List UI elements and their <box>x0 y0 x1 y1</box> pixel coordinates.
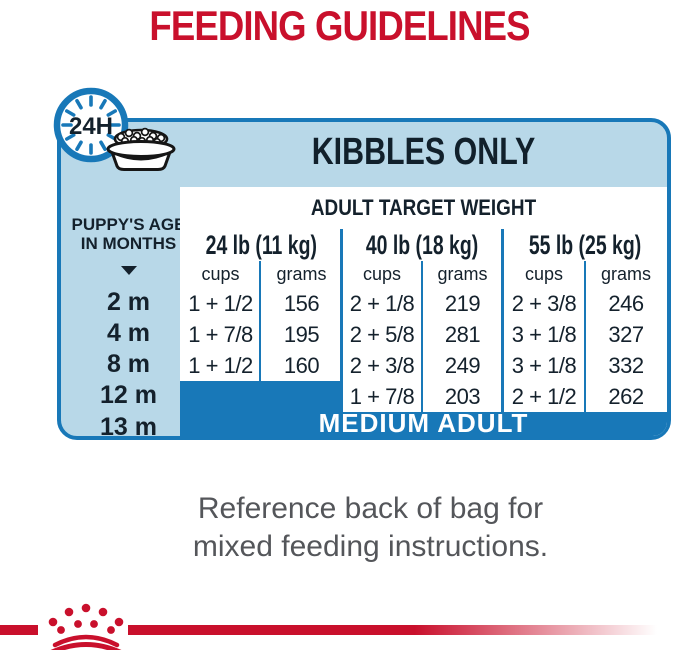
table-cell: 195 <box>283 322 320 347</box>
table-cell: 2 + 3/8 <box>349 353 415 378</box>
age-label-12m: 12 m <box>100 381 157 409</box>
table-cell: 156 <box>283 291 320 316</box>
table-cell: 160 <box>283 353 320 378</box>
cups-label: cups <box>524 264 564 284</box>
cups-label: cups <box>362 264 402 284</box>
table-cell: 219 <box>444 291 481 316</box>
table-cell: 2 + 5/8 <box>349 322 415 347</box>
weight-group-label-24lb: 24 lb (11 kg) <box>205 230 317 260</box>
down-arrow-icon <box>69 262 188 280</box>
cell-divider-line <box>421 261 423 412</box>
page-title: FEEDING GUIDELINES <box>149 2 530 49</box>
cell-divider-line <box>259 261 261 381</box>
table-cell: 246 <box>608 291 644 316</box>
age-label-8m: 8 m <box>106 350 151 378</box>
table-cell: 332 <box>608 353 644 378</box>
table-header: KIBBLES ONLY <box>311 131 536 173</box>
age-label-2m: 2 m <box>106 288 151 316</box>
table-cell: 2 + 1/8 <box>349 291 415 316</box>
note-line2: mixed feeding instructions. <box>192 530 549 563</box>
age-column-title-line1: PUPPY'S AGE <box>71 215 186 234</box>
medium-adult-region <box>180 381 342 436</box>
table-cell: 1 + 1/2 <box>188 291 253 316</box>
table-cell: 3 + 1/8 <box>511 353 577 378</box>
feeding-table: KIBBLES ONLY PUPPY'S AGE IN MONTHS 2 m 4… <box>57 118 671 441</box>
medium-adult-region <box>340 412 667 436</box>
group-divider-line <box>340 229 343 412</box>
table-cell: 1 + 7/8 <box>188 322 253 347</box>
grams-label: grams <box>276 264 327 284</box>
table-cell: 249 <box>444 353 481 378</box>
red-divider-line <box>0 625 38 635</box>
cell-divider-line <box>584 261 586 412</box>
table-cell: 2 + 1/2 <box>511 384 577 409</box>
grams-label: grams <box>600 264 651 284</box>
weight-group-label-40lb: 40 lb (18 kg) <box>366 230 479 260</box>
medium-adult-band: MEDIUM ADULT <box>318 408 529 436</box>
note-line1: Reference back of bag for <box>197 492 544 525</box>
table-cell: 262 <box>608 384 644 409</box>
table-cell: 327 <box>608 322 644 347</box>
red-divider-line <box>128 625 679 635</box>
table-cell: 281 <box>444 322 481 347</box>
group-divider-line <box>501 229 504 412</box>
clock-24h-label: 24H <box>69 113 113 140</box>
royal-canin-crown-icon <box>48 603 124 650</box>
table-cell: 1 + 1/2 <box>188 353 253 378</box>
age-column-title-line2: IN MONTHS <box>80 234 177 253</box>
grams-label: grams <box>437 264 488 284</box>
cups-label: cups <box>201 264 240 284</box>
adult-target-weight-label: ADULT TARGET WEIGHT <box>310 195 537 220</box>
kibble-bowl-icon <box>106 127 176 171</box>
data-panel: ADULT TARGET WEIGHT 24 lb (11 kg) 40 lb … <box>180 187 667 436</box>
age-label-4m: 4 m <box>106 319 151 347</box>
age-label-13m: 13 m <box>100 413 157 441</box>
table-cell: 1 + 7/8 <box>349 384 415 409</box>
table-cell: 3 + 1/8 <box>511 322 577 347</box>
table-cell: 2 + 3/8 <box>511 291 577 316</box>
note-text: Reference back of bag for mixed feeding … <box>62 490 679 566</box>
table-cell: 203 <box>444 384 481 409</box>
weight-group-label-55lb: 55 lb (25 kg) <box>528 230 642 260</box>
